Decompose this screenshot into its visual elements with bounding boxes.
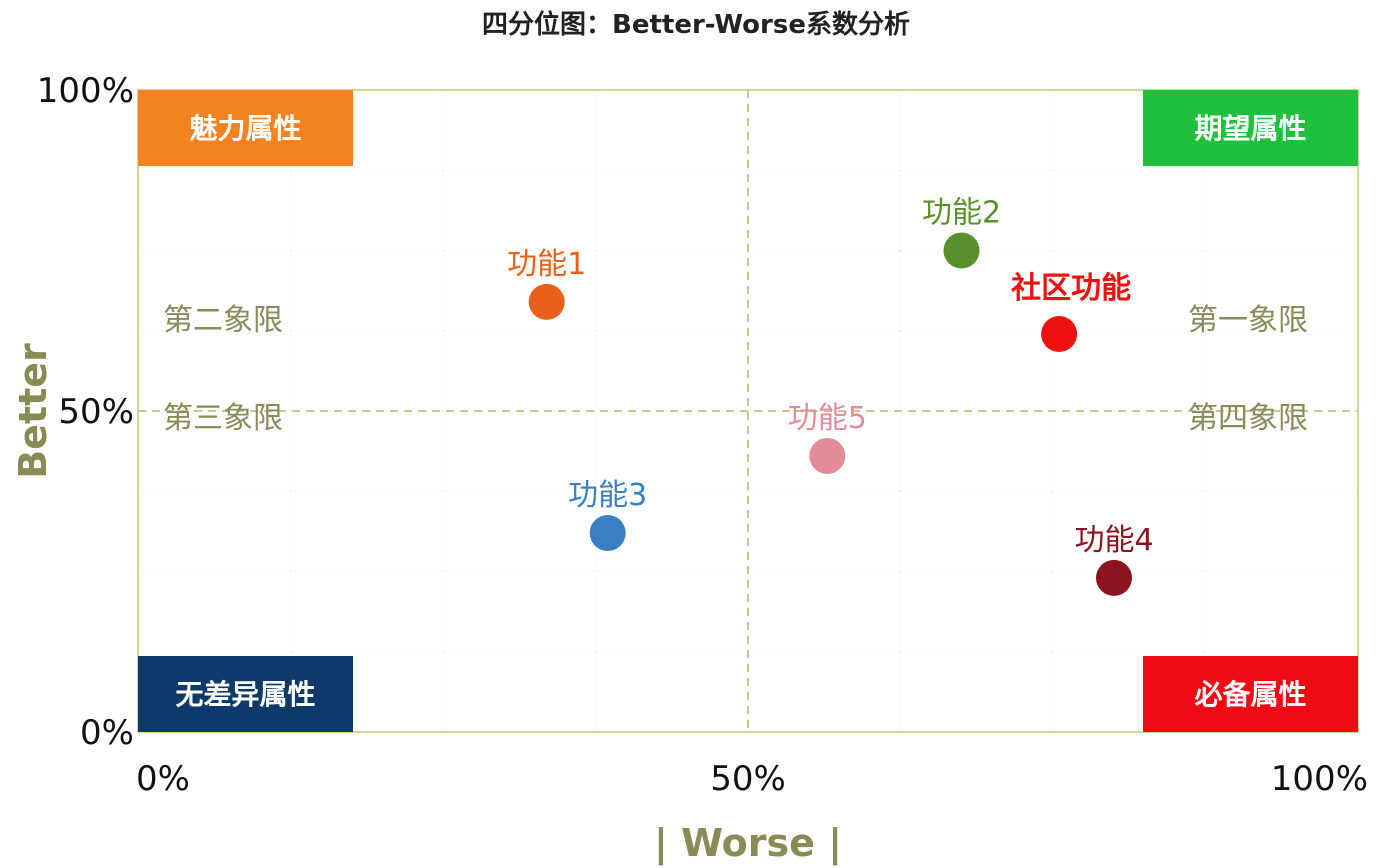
data-label: 功能2: [922, 196, 1001, 231]
quadrant-label: 第四象限: [1188, 401, 1308, 436]
corner-box: [1143, 656, 1358, 732]
quadrant-label: 第三象限: [163, 401, 283, 436]
y-tick-label: 100%: [37, 71, 134, 111]
y-axis-label: Better: [11, 343, 55, 479]
data-point: [943, 232, 980, 269]
x-axis-label: | Worse |: [654, 821, 842, 866]
data-label: 功能5: [788, 401, 867, 436]
corner-box: [138, 90, 353, 166]
data-point: [809, 437, 846, 474]
corner-box-label: 无差异属性: [175, 678, 315, 711]
y-tick-label: 50%: [58, 392, 134, 432]
data-point: [589, 514, 626, 551]
data-label: 功能1: [507, 247, 586, 282]
data-point: [1096, 559, 1132, 596]
corner-box: [1143, 90, 1358, 166]
x-tick-label: 0%: [136, 759, 190, 799]
corner-box: [138, 656, 353, 732]
data-point: [528, 283, 565, 320]
data-label: 社区功能: [1011, 271, 1131, 306]
corner-box-label: 魅力属性: [189, 112, 301, 145]
x-tick-label: 50%: [710, 759, 786, 799]
data-label: 功能3: [568, 478, 647, 513]
corner-box-label: 必备属性: [1194, 678, 1306, 711]
data-point: [1041, 315, 1078, 352]
quadrant-label: 第一象限: [1188, 303, 1308, 338]
quadrant-label: 第二象限: [163, 303, 283, 338]
tick-layer: 0% 50% 100% 0% 50% 100%: [37, 71, 1368, 799]
chart-title: 四分位图：Better-Worse系数分析: [482, 10, 910, 40]
corner-box-label: 期望属性: [1194, 112, 1306, 145]
divider-layer: [138, 90, 1358, 732]
x-tick-label: 100%: [1271, 759, 1368, 799]
data-label: 功能4: [1074, 523, 1153, 558]
y-tick-label: 0%: [80, 713, 134, 753]
